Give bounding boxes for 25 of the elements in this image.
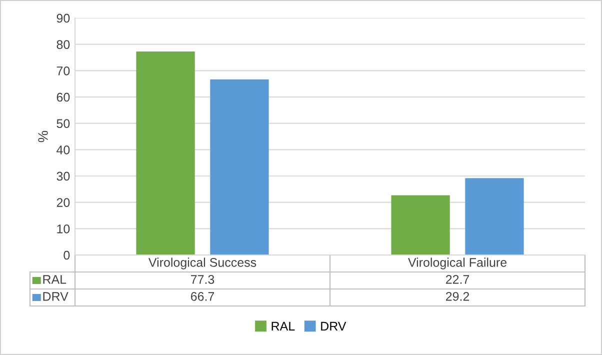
- data-label: 29.2: [446, 292, 470, 301]
- text: RAL: [43, 275, 66, 284]
- legend-label: RAL: [272, 322, 295, 331]
- y-tick-label: 0: [64, 250, 70, 260]
- bar: [391, 195, 450, 255]
- x-tick-label: Virological Failure: [408, 258, 507, 270]
- bar: [136, 51, 195, 255]
- y-tick-label: 70: [56, 66, 70, 76]
- bar: [210, 79, 269, 255]
- y-axis-title: %: [38, 130, 48, 142]
- y-tick-label: 30: [56, 172, 70, 181]
- text: DRV: [43, 292, 68, 301]
- legend-label: DRV: [321, 322, 346, 331]
- x-tick-label: Virological Success: [148, 258, 256, 270]
- y-tick-label: 20: [56, 198, 70, 207]
- data-label: 22.7: [446, 275, 470, 284]
- y-tick-label: 90: [56, 14, 70, 23]
- bar: [465, 178, 524, 255]
- y-tick-label: 40: [56, 145, 70, 154]
- y-tick-label: 60: [56, 92, 70, 102]
- y-tick-label: 10: [57, 224, 70, 234]
- data-label: 66.7: [190, 292, 214, 301]
- y-tick-label: 80: [56, 40, 70, 49]
- data-label: 77.3: [190, 275, 214, 284]
- y-tick-label: 50: [56, 119, 70, 128]
